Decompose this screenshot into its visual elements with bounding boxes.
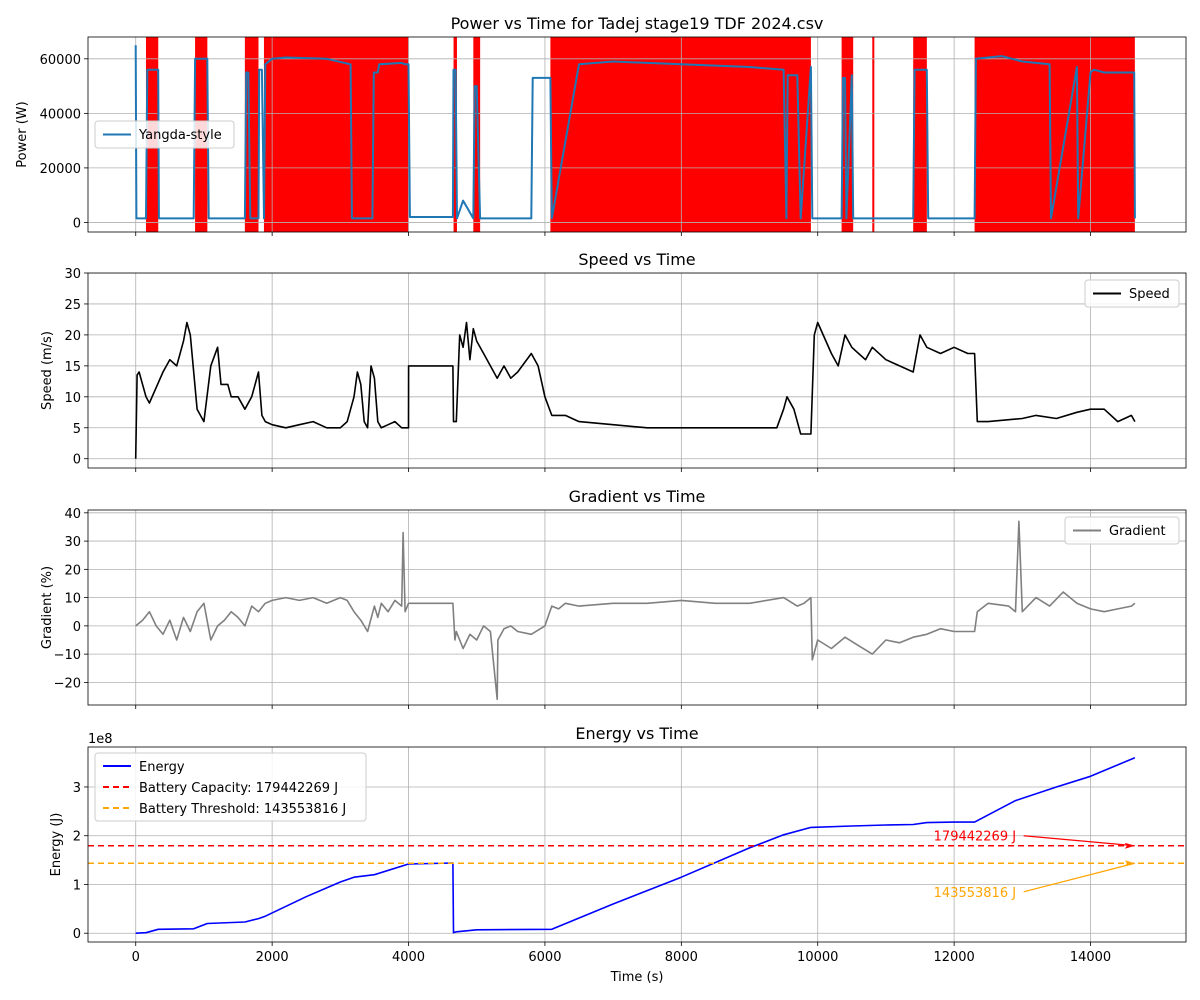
y-tick-label: 3 [73, 781, 81, 796]
annotation-arrow [1023, 862, 1136, 893]
series-line [135, 520, 1136, 701]
over-threshold-region [244, 37, 259, 232]
y-tick-label: 10 [64, 391, 81, 406]
y-tick-label: 10 [64, 592, 81, 607]
y-tick-label: 5 [73, 422, 81, 437]
legend-box [1084, 279, 1180, 308]
y-axis-label: Gradient (%) [40, 566, 55, 649]
y-tick-label: 1 [73, 878, 81, 893]
legend-box [94, 120, 235, 149]
legend-label: Energy [139, 760, 185, 775]
y-tick-label: 25 [64, 298, 81, 313]
legend-label: Yangda-style [138, 128, 222, 143]
plot-area-2 [88, 510, 1186, 705]
y-axis-label: Speed (m/s) [40, 331, 55, 410]
y-tick-label: 30 [64, 535, 81, 550]
over-threshold-region [550, 37, 811, 232]
legend-box [94, 752, 367, 822]
chart-title: Power vs Time for Tadej stage19 TDF 2024… [451, 14, 824, 33]
plot-area-1 [88, 273, 1186, 468]
plot-frame [87, 509, 1187, 706]
legend-label: Gradient [1109, 524, 1166, 539]
y-tick-label: 0 [73, 620, 81, 635]
x-tick-label: 6000 [528, 950, 561, 965]
series-line [134, 321, 1136, 459]
annotation-label: 179442269 J [934, 830, 1016, 845]
annotation-label: 143553816 J [934, 886, 1016, 901]
plot-frame [87, 272, 1187, 469]
series-line [134, 45, 1136, 220]
series-line [135, 756, 1136, 934]
y-tick-label: 2 [73, 830, 81, 845]
axis-offset-label: 1e8 [88, 732, 113, 747]
y-axis-label: Energy (J) [49, 813, 64, 877]
y-tick-label: 20 [64, 563, 81, 578]
over-threshold-region [974, 37, 1135, 232]
y-tick-label: 0 [73, 927, 81, 942]
y-tick-label: 40000 [40, 107, 81, 122]
over-threshold-region [841, 37, 854, 232]
over-threshold-region [263, 37, 409, 232]
y-tick-label: 60000 [40, 53, 81, 68]
plot-frame [87, 36, 1187, 233]
y-tick-label: −10 [54, 648, 81, 663]
over-threshold-region [473, 37, 481, 232]
annotation-arrowhead [1124, 842, 1135, 849]
x-tick-label: 4000 [392, 950, 425, 965]
y-tick-label: 20000 [40, 162, 81, 177]
y-tick-label: 0 [73, 453, 81, 468]
y-axis-label: Power (W) [15, 101, 30, 167]
y-tick-label: 20 [64, 329, 81, 344]
chart-title: Gradient vs Time [569, 487, 706, 506]
x-axis-label: Time (s) [610, 970, 664, 985]
x-tick-label: 2000 [256, 950, 289, 965]
annotation-arrowhead [1124, 860, 1135, 867]
legend-box [1064, 516, 1180, 545]
plot-frame [87, 746, 1187, 943]
x-tick-label: 0 [132, 950, 140, 965]
over-threshold-region [913, 37, 927, 232]
y-tick-label: 15 [64, 360, 81, 375]
over-threshold-region [872, 37, 875, 232]
legend-label: Battery Threshold: 143553816 J [139, 802, 346, 817]
legend-label: Battery Capacity: 179442269 J [139, 781, 338, 796]
x-tick-label: 8000 [665, 950, 698, 965]
legend-label: Speed [1129, 287, 1170, 302]
plot-area-0 [88, 37, 1186, 232]
chart-title: Energy vs Time [575, 724, 698, 743]
y-tick-label: 30 [64, 267, 81, 282]
y-tick-label: 40 [64, 507, 81, 522]
y-tick-label: −20 [54, 676, 81, 691]
x-tick-label: 12000 [933, 950, 974, 965]
x-tick-label: 14000 [1070, 950, 1111, 965]
chart-title: Speed vs Time [578, 250, 695, 269]
annotation-arrow [1023, 835, 1135, 847]
x-tick-label: 10000 [797, 950, 838, 965]
y-tick-label: 0 [73, 216, 81, 231]
